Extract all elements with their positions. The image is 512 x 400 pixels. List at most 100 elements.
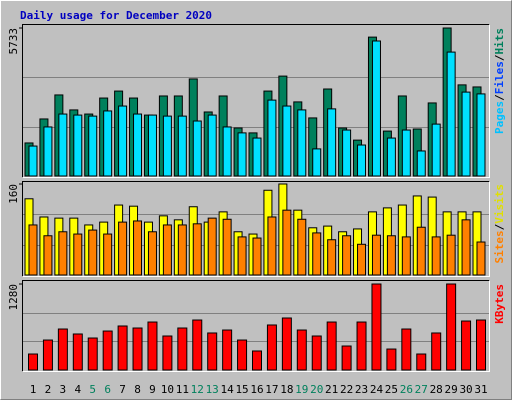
bar: [133, 113, 143, 177]
bar: [237, 132, 247, 177]
bar: [446, 283, 457, 371]
bar: [252, 137, 262, 177]
x-tick-label: 21: [325, 383, 338, 396]
bar: [73, 114, 83, 177]
bar: [177, 115, 187, 177]
bar: [341, 345, 352, 371]
bar: [207, 217, 217, 276]
bar: [192, 120, 202, 177]
legend: KBytes: [493, 284, 506, 324]
bar: [88, 115, 98, 177]
x-tick-label: 9: [149, 383, 156, 396]
x-tick-label: 28: [430, 383, 443, 396]
bar: [222, 218, 232, 276]
x-tick-label: 27: [415, 383, 428, 396]
bar: [207, 332, 218, 371]
bar: [297, 218, 307, 276]
bar: [267, 216, 277, 276]
bar: [58, 231, 68, 276]
bar: [446, 51, 456, 177]
bar: [312, 232, 322, 276]
bar: [431, 236, 441, 276]
bar: [296, 329, 307, 371]
bar: [162, 335, 173, 371]
x-tick-label: 26: [400, 383, 413, 396]
bar: [357, 243, 367, 276]
bar: [461, 91, 471, 177]
x-tick-label: 31: [474, 383, 487, 396]
bar: [162, 224, 172, 276]
legend-entry: /: [493, 54, 506, 61]
bar: [252, 350, 262, 371]
bar: [267, 99, 277, 177]
bar: [401, 129, 411, 177]
bar: [401, 328, 412, 371]
legend: Pages/Files/Hits: [493, 28, 506, 134]
x-tick-label: 11: [176, 383, 189, 396]
bar: [177, 224, 187, 276]
bar: [162, 115, 172, 177]
legend-entry: Visits: [493, 184, 506, 224]
x-tick-label: 2: [45, 383, 52, 396]
bar: [327, 239, 337, 276]
bar: [57, 328, 68, 371]
bar: [431, 123, 441, 177]
x-tick-label: 29: [445, 383, 458, 396]
bar: [118, 221, 128, 276]
x-tick-label: 30: [459, 383, 472, 396]
x-tick-label: 22: [340, 383, 353, 396]
bar: [28, 145, 38, 177]
bar: [207, 114, 217, 177]
plot-border-light: [22, 181, 490, 277]
bar: [416, 226, 426, 276]
x-tick-label: 7: [119, 383, 126, 396]
bar: [28, 353, 38, 371]
legend-entry: Files: [493, 61, 506, 94]
bar: [476, 241, 486, 276]
bar: [312, 148, 322, 177]
bar: [281, 317, 292, 371]
bar: [177, 327, 188, 371]
bar: [147, 231, 157, 276]
bar: [416, 150, 426, 177]
bar: [342, 235, 352, 276]
x-tick-label: 23: [355, 383, 368, 396]
bar: [327, 108, 337, 177]
y-tick-label: 1280: [7, 284, 20, 311]
legend-entry: Pages: [493, 101, 506, 134]
bar: [43, 126, 53, 177]
x-tick-label: 14: [221, 383, 235, 396]
bar: [461, 219, 471, 276]
bar: [386, 137, 396, 177]
bar: [476, 319, 486, 371]
x-tick-label: 10: [161, 383, 174, 396]
x-tick-label: 13: [206, 383, 219, 396]
bar: [416, 353, 427, 371]
legend-entry: /: [493, 94, 506, 101]
bar: [356, 321, 367, 371]
bar: [88, 229, 98, 276]
bar: [371, 40, 381, 177]
legend: Sites/Visits: [493, 184, 506, 264]
x-tick-label: 3: [60, 383, 67, 396]
x-tick-label: 24: [370, 383, 384, 396]
legend-entry: /: [493, 223, 506, 230]
bar: [237, 236, 247, 276]
bar: [28, 224, 38, 276]
bar: [401, 236, 411, 276]
x-tick-label: 4: [74, 383, 81, 396]
legend-entry: Hits: [493, 28, 506, 55]
x-tick-label: 6: [104, 383, 111, 396]
x-tick-label: 1: [30, 383, 37, 396]
bar: [192, 223, 202, 276]
bar: [461, 320, 472, 371]
bar: [282, 209, 292, 276]
bar: [117, 325, 128, 371]
x-tick-label: 8: [134, 383, 141, 396]
bar: [326, 321, 337, 371]
chart-title: Daily usage for December 2020: [20, 9, 212, 22]
bar: [87, 337, 98, 371]
x-tick-label: 15: [235, 383, 248, 396]
